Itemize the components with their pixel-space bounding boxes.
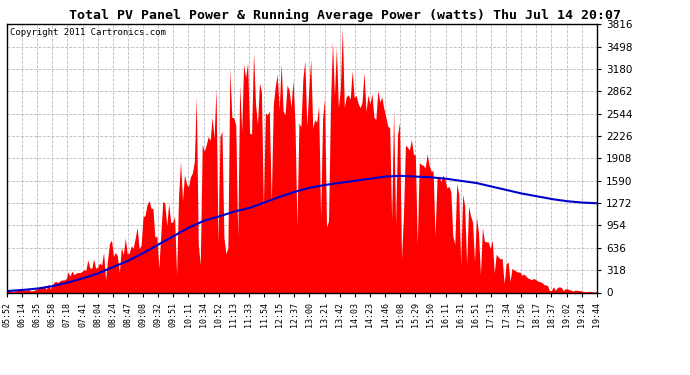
Text: Total PV Panel Power & Running Average Power (watts) Thu Jul 14 20:07: Total PV Panel Power & Running Average P… [69, 9, 621, 22]
Text: Copyright 2011 Cartronics.com: Copyright 2011 Cartronics.com [10, 28, 166, 38]
